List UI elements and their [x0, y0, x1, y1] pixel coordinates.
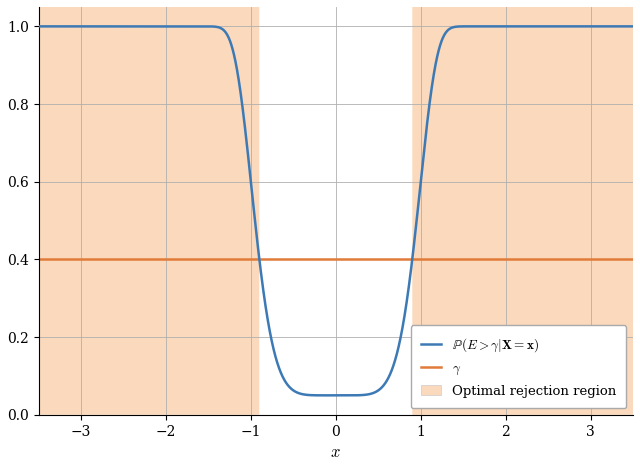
X-axis label: $x$: $x$	[330, 444, 341, 461]
Legend: $\mathbb{P}(E > \gamma | \mathbf{X} = \mathbf{x})$, $\gamma$, Optimal rejection : $\mathbb{P}(E > \gamma | \mathbf{X} = \m…	[411, 325, 627, 408]
